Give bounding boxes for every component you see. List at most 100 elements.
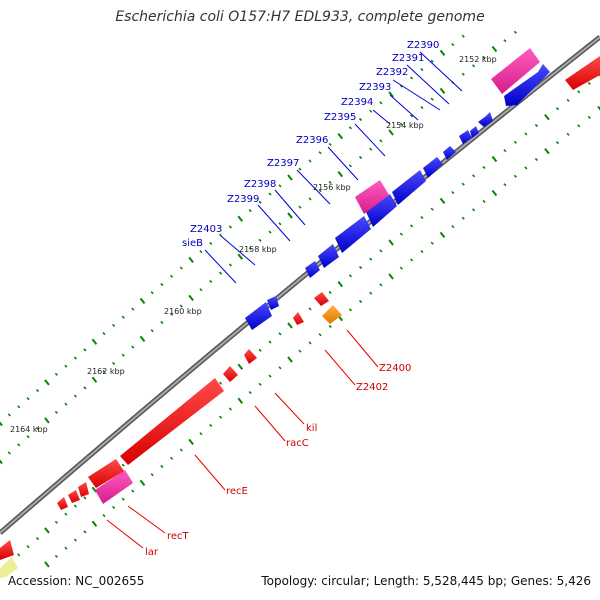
tick-mark xyxy=(44,527,50,534)
tick-mark xyxy=(524,132,528,136)
gene-Z2403[interactable] xyxy=(305,261,320,278)
gene-lar[interactable] xyxy=(78,482,89,497)
tick-mark xyxy=(139,335,146,342)
tick-mark xyxy=(369,257,373,261)
gene-red-left[interactable] xyxy=(0,540,14,560)
gene-label-z2393: Z2393 xyxy=(359,82,391,93)
gene-Z2398[interactable] xyxy=(335,216,371,253)
gene-Z2394[interactable] xyxy=(443,146,456,160)
scale-label-2156-kbp: 2156 kbp xyxy=(313,183,351,192)
gene-Z2402[interactable] xyxy=(293,312,304,325)
tick-mark xyxy=(228,407,232,411)
gene-sieB[interactable] xyxy=(245,302,272,330)
tick-mark xyxy=(26,545,30,549)
tick-mark xyxy=(544,147,550,155)
gene-right-edge[interactable] xyxy=(565,56,600,90)
tick-mark xyxy=(131,489,135,493)
tick-mark xyxy=(35,426,40,431)
tick-mark xyxy=(503,149,507,153)
gene-Z2400[interactable] xyxy=(322,305,342,324)
tick-mark xyxy=(298,349,302,353)
tick-mark xyxy=(218,381,223,385)
gene-Z2396[interactable] xyxy=(392,170,426,205)
tick-mark xyxy=(410,76,414,80)
scale-label-2162-kbp: 2162 kbp xyxy=(87,367,125,376)
gene-Z2390[interactable] xyxy=(504,64,550,106)
tick-mark xyxy=(17,405,21,409)
gene-pink-2[interactable] xyxy=(355,180,389,214)
gene-recE[interactable] xyxy=(120,378,224,465)
gene-Z2395[interactable] xyxy=(423,157,443,178)
tick-mark xyxy=(491,189,498,197)
gene-label-rect: recT xyxy=(167,531,190,542)
tick-mark xyxy=(64,512,68,516)
gene-Z2393[interactable] xyxy=(459,130,472,144)
tick-mark xyxy=(54,520,58,524)
scale-labels: 2152 kbp 2154 kbp 2156 kbp 2158 kbp 2160 kbp… xyxy=(10,55,497,434)
tick-mark xyxy=(298,167,302,171)
tick-mark xyxy=(188,256,194,264)
tick-mark xyxy=(379,101,383,105)
gene-pink-3[interactable] xyxy=(95,470,133,504)
tick-mark xyxy=(258,238,262,242)
tick-mark xyxy=(258,382,262,386)
tick-mark xyxy=(430,241,434,245)
tick-mark xyxy=(513,174,517,178)
gene-Z2397[interactable] xyxy=(366,194,397,227)
gene-red-small-1[interactable] xyxy=(68,490,80,503)
accession-label: Accession: xyxy=(8,574,72,588)
gene-Z2392[interactable] xyxy=(470,126,479,138)
tick-mark xyxy=(278,222,282,226)
gene-kil[interactable] xyxy=(244,349,257,364)
reverse-gene-labels: Z2400 Z2402 kil racC recE recT lar xyxy=(145,363,411,558)
gene-recT[interactable] xyxy=(88,459,124,488)
tick-mark xyxy=(472,64,476,68)
gene-racC[interactable] xyxy=(223,366,238,382)
genome-backbone xyxy=(0,35,600,535)
tick-mark xyxy=(369,109,373,113)
tick-mark xyxy=(44,379,50,386)
tick-mark xyxy=(461,72,465,76)
tick-mark xyxy=(388,239,394,246)
tick-mark xyxy=(17,443,21,447)
tick-mark xyxy=(348,308,352,312)
gene-red-small-2[interactable] xyxy=(57,497,68,510)
tick-mark xyxy=(555,141,560,145)
gene-Z2399[interactable] xyxy=(318,244,339,268)
reverse-strand-genes xyxy=(0,56,600,560)
tick-mark xyxy=(566,132,570,136)
scale-label-2164-kbp: 2164 kbp xyxy=(10,425,48,434)
gene-label-kil: kil xyxy=(306,423,317,434)
tick-mark xyxy=(439,49,446,56)
tick-mark xyxy=(308,197,312,201)
gene-Z2400-b[interactable] xyxy=(314,292,329,306)
tick-mark xyxy=(112,505,116,509)
gene-label-z2391: Z2391 xyxy=(392,53,424,64)
gene-label-z2394: Z2394 xyxy=(341,97,373,108)
tick-mark xyxy=(503,183,507,187)
gene-Z2391[interactable] xyxy=(478,112,493,127)
tick-mark xyxy=(566,98,570,102)
tick-mark xyxy=(73,394,77,398)
gene-pink-1[interactable] xyxy=(491,48,540,94)
gene-faded[interactable] xyxy=(0,557,18,578)
tick-mark xyxy=(287,322,293,329)
tick-mark xyxy=(587,81,591,85)
tick-mark xyxy=(248,246,252,251)
tick-mark xyxy=(121,315,125,319)
tick-mark xyxy=(139,297,146,304)
tick-mark xyxy=(348,164,352,168)
topology-value: circular xyxy=(321,574,366,588)
tick-mark xyxy=(491,45,498,53)
tick-mark xyxy=(170,456,174,460)
tick-mark xyxy=(388,91,394,98)
tick-mark xyxy=(318,189,322,193)
tick-mark xyxy=(328,180,332,184)
tick-mark xyxy=(369,291,373,295)
tick-mark xyxy=(461,216,465,220)
gene-label-z2395: Z2395 xyxy=(324,112,356,123)
tick-mark xyxy=(379,283,383,287)
tick-mark xyxy=(209,241,213,246)
tick-mark xyxy=(439,197,446,204)
gene-sieB-b[interactable] xyxy=(267,296,279,310)
